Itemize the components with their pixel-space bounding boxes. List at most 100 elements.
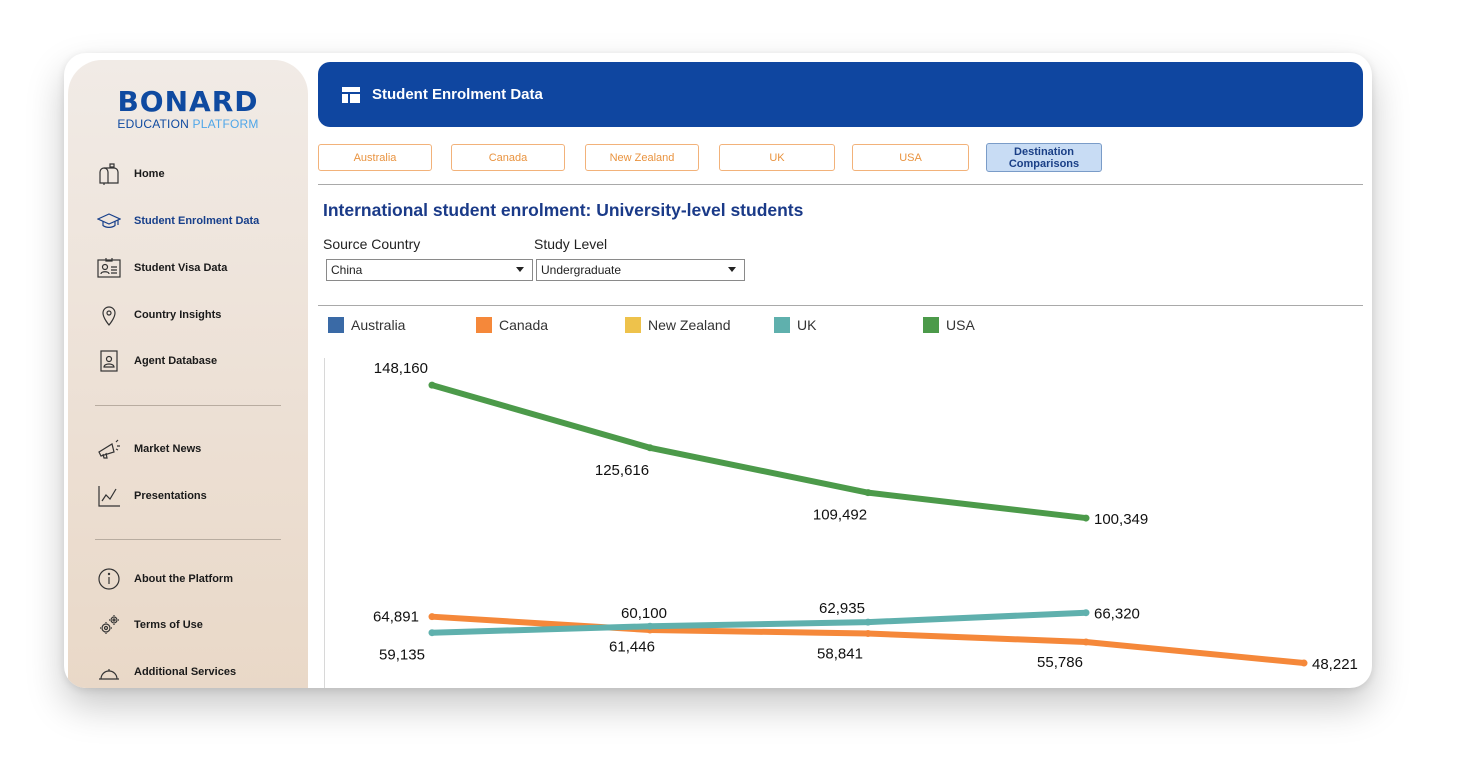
line-chart-icon xyxy=(96,484,122,508)
logo-sub-b: PLATFORM xyxy=(192,117,259,131)
map-pin-icon xyxy=(96,303,122,327)
sidebar-divider xyxy=(95,539,281,540)
sidebar-item-home[interactable]: Home xyxy=(96,162,165,186)
tab-usa[interactable]: USA xyxy=(852,144,969,171)
data-point-canada[interactable] xyxy=(1300,659,1308,667)
source-country-label: Source Country xyxy=(323,236,421,252)
tab-canada[interactable]: Canada xyxy=(451,144,565,171)
data-point-canada[interactable] xyxy=(864,630,872,638)
series-line-uk[interactable] xyxy=(429,609,1089,636)
logo-subtitle: EDUCATION PLATFORM xyxy=(68,117,308,131)
tabs-divider xyxy=(318,184,1363,185)
sidebar-item-student-visa-data[interactable]: Student Visa Data xyxy=(96,256,227,280)
page-title: Student Enrolment Data xyxy=(372,86,543,103)
legend-label: UK xyxy=(797,317,817,333)
sidebar-item-label: Student Enrolment Data xyxy=(134,215,260,227)
legend-swatch xyxy=(625,317,641,333)
tab-destination-comparisons[interactable]: Destination Comparisons xyxy=(986,143,1102,172)
data-point-uk[interactable] xyxy=(864,618,872,626)
sidebar-item-label: Presentations xyxy=(134,490,207,502)
legend-label: USA xyxy=(946,317,975,333)
data-point-canada[interactable] xyxy=(1082,638,1090,646)
app-window: BONARD EDUCATION PLATFORM Home Student E… xyxy=(64,53,1372,688)
gears-icon xyxy=(96,613,122,637)
data-label-usa: 125,616 xyxy=(595,462,649,479)
sidebar-item-label: Terms of Use xyxy=(134,619,203,631)
sidebar-item-label: Additional Services xyxy=(134,666,237,678)
data-label-uk: 62,935 xyxy=(819,600,865,617)
sidebar-item-presentations[interactable]: Presentations xyxy=(96,484,207,508)
brand-logo[interactable]: BONARD EDUCATION PLATFORM xyxy=(68,85,308,132)
data-label-uk: 61,446 xyxy=(609,638,655,655)
legend-swatch xyxy=(328,317,344,333)
data-point-usa[interactable] xyxy=(1082,514,1090,522)
legend-item-new-zealand[interactable]: New Zealand xyxy=(625,317,731,333)
id-card-icon xyxy=(96,256,122,280)
study-level-select[interactable]: Undergraduate xyxy=(536,259,745,281)
series-line-usa[interactable] xyxy=(429,382,1089,522)
sidebar-item-agent-database[interactable]: Agent Database xyxy=(96,349,217,373)
tab-australia[interactable]: Australia xyxy=(318,144,432,171)
sidebar-item-additional-services[interactable]: Additional Services xyxy=(96,660,236,684)
sidebar-item-label: Country Insights xyxy=(134,309,222,321)
sidebar-item-terms-of-use[interactable]: Terms of Use xyxy=(96,613,203,637)
section-title: International student enrolment: Univers… xyxy=(323,200,804,220)
sidebar-item-about-the-platform[interactable]: About the Platform xyxy=(96,567,233,591)
data-label-canada: 48,221 xyxy=(1312,656,1358,673)
filters-divider xyxy=(318,305,1363,306)
legend-label: New Zealand xyxy=(648,317,731,333)
chart-svg: 148,160 125,616 109,492 100,349 59,135 61,446… xyxy=(373,360,1358,673)
data-point-uk[interactable] xyxy=(1082,609,1090,617)
source-country-select[interactable]: China xyxy=(326,259,533,281)
legend-label: Canada xyxy=(499,317,549,333)
data-point-canada[interactable] xyxy=(428,613,436,621)
data-point-uk[interactable] xyxy=(646,622,654,630)
data-label-usa: 148,160 xyxy=(374,360,428,377)
legend-item-uk[interactable]: UK xyxy=(774,317,816,333)
data-label-usa: 109,492 xyxy=(813,507,867,524)
sidebar-item-label: Market News xyxy=(134,443,202,455)
chevron-down-icon xyxy=(516,267,524,272)
data-label-canada: 64,891 xyxy=(373,609,419,626)
data-point-usa[interactable] xyxy=(646,444,654,452)
data-point-usa[interactable] xyxy=(428,381,436,389)
data-point-usa[interactable] xyxy=(864,489,872,497)
logo-brand: BONARD xyxy=(117,85,259,118)
data-point-uk[interactable] xyxy=(428,629,436,637)
data-label-uk: 59,135 xyxy=(379,647,425,664)
sidebar-item-student-enrolment-data[interactable]: Student Enrolment Data xyxy=(96,209,259,233)
logo-sub-a: EDUCATION xyxy=(117,117,193,131)
contact-card-icon xyxy=(96,349,122,373)
chart-axis-line xyxy=(324,358,325,688)
sidebar-divider xyxy=(95,405,281,406)
line-chart: 148,160 125,616 109,492 100,349 59,135 61,446… xyxy=(324,358,1364,688)
sidebar-item-market-news[interactable]: Market News xyxy=(96,437,201,461)
data-label-usa: 100,349 xyxy=(1094,511,1148,528)
layout-icon xyxy=(341,85,361,105)
sidebar-item-label: Student Visa Data xyxy=(134,262,228,274)
tab-uk[interactable]: UK xyxy=(719,144,835,171)
page-header: Student Enrolment Data xyxy=(318,62,1363,127)
data-label-canada: 58,841 xyxy=(817,646,863,663)
data-label-uk: 66,320 xyxy=(1094,606,1140,623)
megaphone-icon xyxy=(96,437,122,461)
chevron-down-icon xyxy=(728,267,736,272)
study-level-label: Study Level xyxy=(534,236,608,252)
sidebar-item-label: Home xyxy=(134,168,165,180)
legend-label: Australia xyxy=(351,317,406,333)
legend-swatch xyxy=(923,317,939,333)
source-country-value: China xyxy=(331,263,363,277)
sidebar: BONARD EDUCATION PLATFORM Home Student E… xyxy=(68,60,308,688)
tab-new-zealand[interactable]: New Zealand xyxy=(585,144,699,171)
legend-item-australia[interactable]: Australia xyxy=(328,317,405,333)
legend-swatch xyxy=(774,317,790,333)
study-level-value: Undergraduate xyxy=(541,263,622,277)
data-label-canada: 55,786 xyxy=(1037,654,1083,671)
legend-item-canada[interactable]: Canada xyxy=(476,317,548,333)
data-label-canada: 60,100 xyxy=(621,605,667,622)
sidebar-item-country-insights[interactable]: Country Insights xyxy=(96,303,221,327)
legend-swatch xyxy=(476,317,492,333)
service-bell-icon xyxy=(96,660,122,684)
sidebar-item-label: Agent Database xyxy=(134,355,218,367)
legend-item-usa[interactable]: USA xyxy=(923,317,975,333)
